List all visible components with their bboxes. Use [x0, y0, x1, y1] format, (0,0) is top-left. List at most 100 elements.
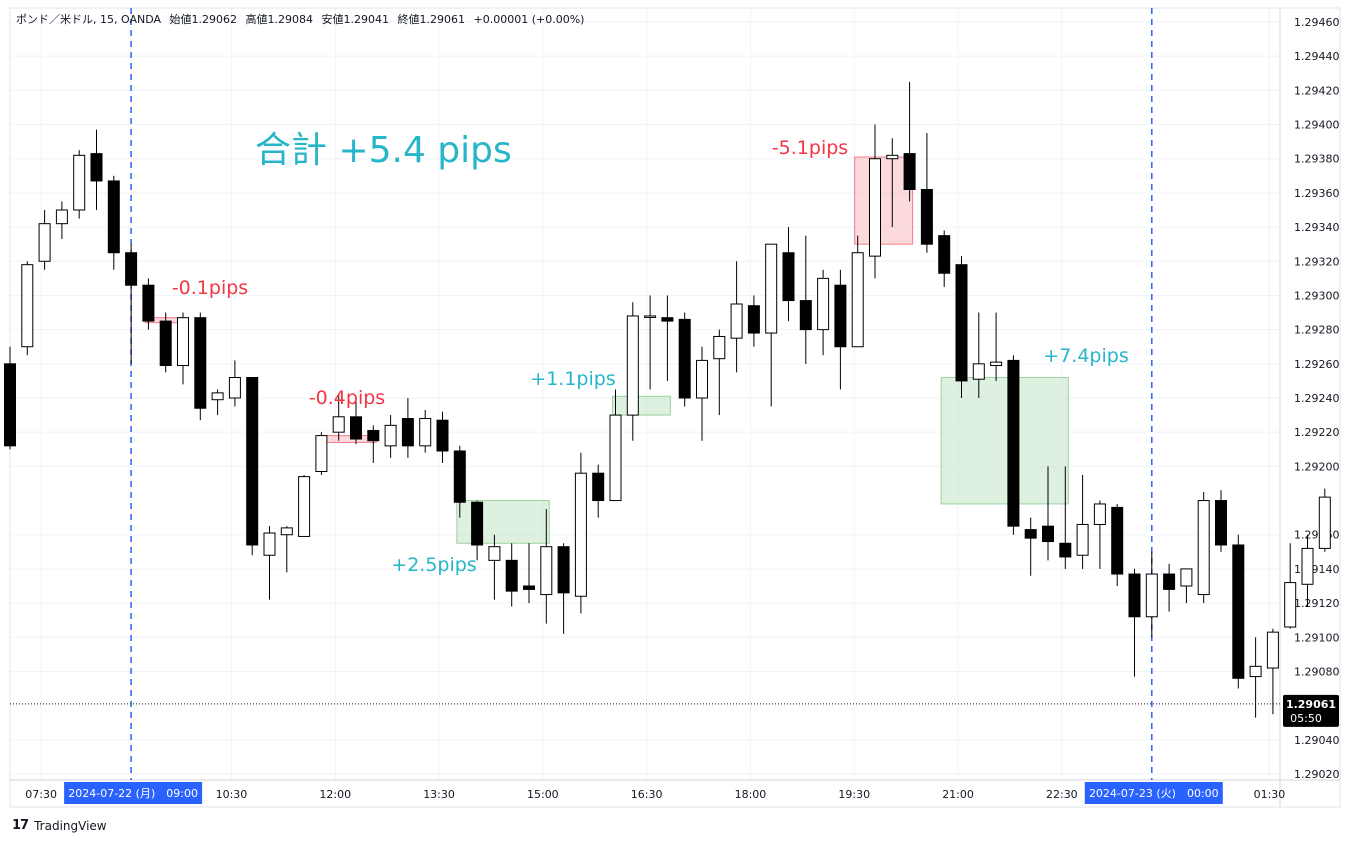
- bearish-candle[interactable]: [747, 305, 760, 334]
- profit-pips-label: +1.1pips: [530, 368, 615, 390]
- bullish-candle[interactable]: [609, 414, 622, 502]
- bullish-candle[interactable]: [765, 243, 778, 334]
- bearish-candle[interactable]: [1215, 500, 1227, 546]
- bullish-candle[interactable]: [1197, 500, 1210, 596]
- bearish-candle[interactable]: [367, 429, 380, 442]
- y-tick-label: 1.29080: [1294, 665, 1340, 678]
- current-price-badge[interactable]: [1283, 694, 1339, 727]
- bearish-candle[interactable]: [107, 180, 120, 254]
- bullish-candle[interactable]: [73, 154, 86, 211]
- bearish-candle[interactable]: [471, 501, 484, 546]
- session-date-badge[interactable]: [1084, 782, 1223, 804]
- session-date-badge[interactable]: [64, 782, 203, 804]
- bullish-candle[interactable]: [972, 363, 985, 380]
- bullish-candle[interactable]: [1301, 547, 1314, 585]
- bearish-candle[interactable]: [678, 318, 691, 399]
- bullish-candle[interactable]: [886, 154, 899, 160]
- y-tick-label: 1.29140: [1294, 563, 1340, 576]
- bearish-candle[interactable]: [1163, 573, 1176, 590]
- bearish-candle[interactable]: [1128, 573, 1141, 618]
- bearish-candle[interactable]: [1232, 544, 1245, 679]
- bearish-candle[interactable]: [142, 284, 155, 322]
- bullish-candle[interactable]: [644, 315, 657, 318]
- bearish-candle[interactable]: [920, 188, 933, 245]
- bearish-candle[interactable]: [834, 284, 847, 348]
- bearish-candle[interactable]: [782, 252, 795, 302]
- bearish-candle[interactable]: [1059, 542, 1072, 558]
- bullish-candle[interactable]: [1093, 503, 1106, 525]
- bullish-candle[interactable]: [1266, 631, 1279, 669]
- bearish-candle[interactable]: [938, 235, 951, 274]
- bullish-candle[interactable]: [177, 317, 189, 367]
- bullish-candle[interactable]: [1145, 573, 1158, 618]
- bearish-candle[interactable]: [246, 376, 259, 546]
- bullish-candle[interactable]: [384, 424, 397, 447]
- bullish-candle[interactable]: [713, 335, 726, 360]
- bearish-candle[interactable]: [125, 252, 138, 286]
- bullish-candle[interactable]: [1284, 582, 1297, 628]
- bearish-candle[interactable]: [1024, 529, 1037, 539]
- bearish-candle[interactable]: [1111, 506, 1124, 575]
- bullish-candle[interactable]: [38, 223, 51, 262]
- bearish-candle[interactable]: [350, 416, 362, 440]
- legend-close: 終値1.29061: [397, 13, 466, 26]
- bullish-candle[interactable]: [55, 209, 68, 225]
- bearish-candle[interactable]: [955, 264, 968, 382]
- bullish-candle[interactable]: [1180, 568, 1193, 587]
- bullish-candle[interactable]: [280, 527, 293, 536]
- bullish-candle[interactable]: [1318, 496, 1331, 549]
- bearish-candle[interactable]: [453, 450, 466, 503]
- bearish-candle[interactable]: [159, 320, 172, 367]
- bullish-candle[interactable]: [696, 359, 708, 399]
- bullish-candle[interactable]: [315, 435, 328, 472]
- winning-trade-box: [612, 395, 671, 416]
- bullish-candle[interactable]: [228, 376, 241, 399]
- bearish-candle[interactable]: [401, 418, 414, 447]
- bullish-candle[interactable]: [730, 303, 743, 339]
- bearish-candle[interactable]: [523, 585, 535, 590]
- bearish-candle[interactable]: [799, 300, 812, 331]
- y-tick-label: 1.29280: [1294, 324, 1340, 337]
- y-tick-label: 1.29400: [1294, 119, 1340, 132]
- bullish-candle[interactable]: [298, 476, 311, 537]
- bullish-candle[interactable]: [1076, 523, 1089, 556]
- bar-countdown-label: 05:50: [1290, 712, 1322, 725]
- loss-pips-label: -0.4pips: [309, 387, 385, 409]
- bullish-candle[interactable]: [263, 532, 276, 556]
- bullish-candle[interactable]: [817, 277, 830, 331]
- y-tick-label: 1.29360: [1294, 187, 1340, 200]
- tradingview-brand[interactable]: 17 TradingView: [12, 818, 107, 833]
- bearish-candle[interactable]: [436, 419, 449, 452]
- bullish-candle[interactable]: [21, 264, 34, 348]
- bullish-candle[interactable]: [1249, 665, 1262, 678]
- bearish-candle[interactable]: [90, 153, 103, 182]
- y-tick-label: 1.29260: [1294, 358, 1340, 371]
- bullish-candle[interactable]: [626, 315, 639, 416]
- bearish-candle[interactable]: [592, 472, 605, 502]
- bearish-candle[interactable]: [903, 153, 916, 190]
- bullish-candle[interactable]: [332, 416, 345, 433]
- bullish-candle[interactable]: [869, 158, 881, 257]
- legend-low: 安値1.29041: [321, 13, 390, 26]
- bullish-candle[interactable]: [574, 472, 587, 597]
- legend-high: 高値1.29084: [245, 13, 314, 26]
- bearish-candle[interactable]: [1042, 525, 1054, 543]
- y-tick-label: 1.29200: [1294, 460, 1340, 473]
- y-tick-label: 1.29040: [1294, 734, 1340, 747]
- bearish-candle[interactable]: [194, 317, 207, 409]
- bearish-candle[interactable]: [557, 546, 570, 594]
- bullish-candle[interactable]: [419, 418, 432, 447]
- legend-symbol: ポンド／米ドル, 15, OANDA: [16, 13, 162, 26]
- winning-trade-box: [456, 500, 550, 544]
- bearish-candle[interactable]: [1007, 359, 1020, 527]
- bullish-candle[interactable]: [488, 546, 501, 561]
- bullish-candle[interactable]: [211, 392, 224, 401]
- bullish-candle[interactable]: [851, 252, 864, 348]
- total-pips-label: 合計 +5.4 pips: [255, 130, 512, 171]
- bullish-candle[interactable]: [540, 546, 553, 596]
- bearish-candle[interactable]: [505, 559, 518, 592]
- bullish-candle[interactable]: [990, 361, 1003, 367]
- bearish-candle[interactable]: [661, 317, 674, 322]
- bearish-candle[interactable]: [4, 363, 16, 447]
